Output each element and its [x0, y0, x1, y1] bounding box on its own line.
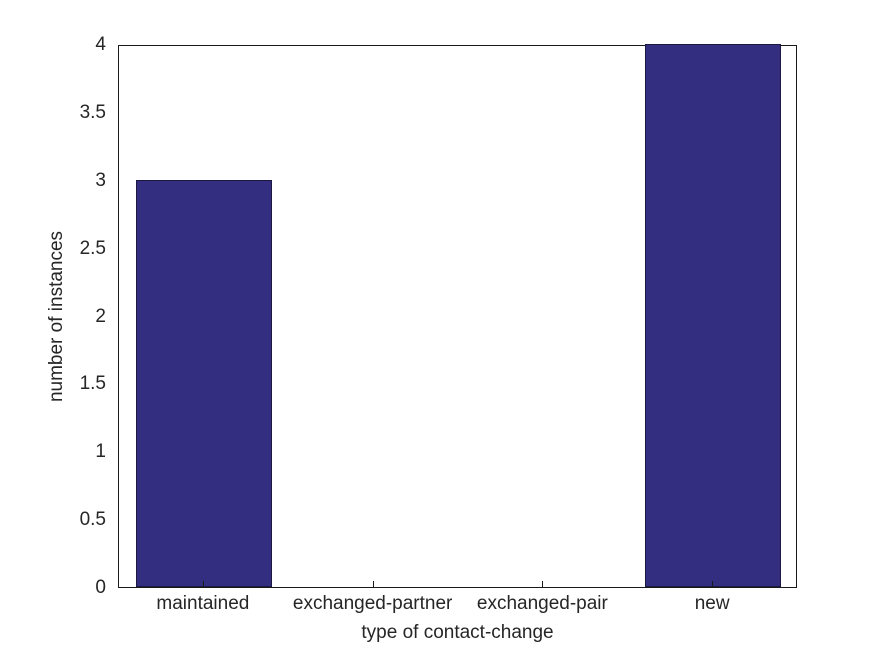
- bars-layer: [119, 44, 796, 587]
- y-tick-label: 2.5: [79, 237, 106, 259]
- x-tick-label-maintained: maintained: [156, 593, 250, 614]
- y-tick-label: 3: [95, 169, 106, 191]
- x-tick-label-exchanged-pair: exchanged-pair: [476, 593, 608, 614]
- bar-maintained: [135, 179, 272, 587]
- bar-new: [645, 44, 782, 587]
- x-tick-mark: [542, 581, 544, 588]
- y-tick-label: 0.5: [79, 509, 106, 531]
- y-tick-label: 2: [95, 305, 106, 327]
- y-tick-label: 3.5: [79, 101, 106, 123]
- x-tick-mark: [202, 581, 204, 588]
- x-tick-mark: [372, 581, 374, 588]
- x-tick-label-new: new: [694, 593, 730, 614]
- y-tick-label: 1.5: [79, 373, 106, 395]
- y-tick-label: 4: [95, 34, 106, 55]
- plot-area: [118, 44, 797, 588]
- y-tick-label: 1: [95, 441, 106, 463]
- x-axis-title: type of contact-change: [361, 622, 554, 643]
- y-tick-label: 0: [95, 577, 106, 598]
- x-tick-label-exchanged-partner: exchanged-partner: [292, 593, 453, 614]
- x-tick-mark: [712, 581, 714, 588]
